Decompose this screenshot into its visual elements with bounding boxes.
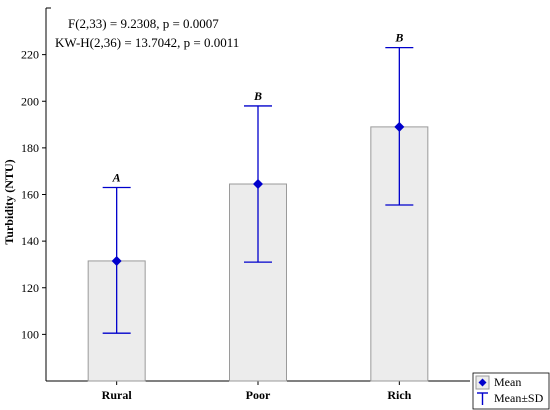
legend-sd-whisker-icon: [477, 392, 488, 405]
axis-labels: 100 120 140 160 180 200 220 Rural A Poor B Rich B: [21, 31, 412, 402]
mean-marker-diamond: [394, 121, 405, 132]
y-axis-label: Turbidity (NTU): [2, 159, 16, 244]
group-letter: A: [112, 171, 121, 185]
y-tick-label: 180: [21, 141, 39, 155]
mean-marker-diamond: [111, 255, 122, 266]
stat-annotation-kruskal-wallis: KW-H(2,36) = 13.7042, p = 0.0011: [55, 35, 239, 50]
x-tick-label: Poor: [246, 388, 271, 402]
y-tick-label: 220: [21, 48, 39, 62]
group-letter: B: [253, 89, 262, 103]
legend-sd-label: Mean±SD: [494, 391, 544, 405]
error-bars: [102, 46, 414, 334]
y-tick-label: 200: [21, 94, 39, 108]
legend-mean-diamond-icon: [478, 378, 487, 387]
x-tick-label: Rural: [102, 388, 133, 402]
stat-annotation-anova: F(2,33) = 9.2308, p = 0.0007: [68, 16, 219, 31]
y-tick-label: 140: [21, 234, 39, 248]
x-tick-label: Rich: [387, 388, 411, 402]
legend-mean-label: Mean: [494, 375, 521, 389]
legend: Mean Mean±SD: [472, 372, 550, 410]
group-letter: B: [394, 31, 403, 45]
y-tick-label: 120: [21, 281, 39, 295]
y-tick-label: 100: [21, 327, 39, 341]
bar-rich: [370, 126, 429, 382]
mean-marker-diamond: [253, 179, 263, 190]
y-tick-label: 160: [21, 188, 39, 202]
